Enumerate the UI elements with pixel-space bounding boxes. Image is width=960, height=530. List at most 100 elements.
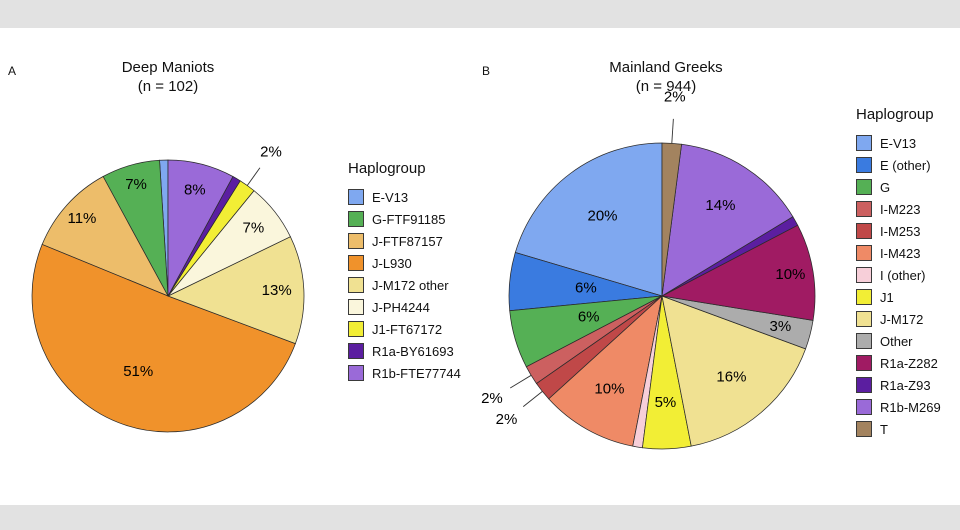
legend-swatch-t	[856, 421, 872, 437]
legend-item-i-m253: I-M253	[856, 220, 941, 242]
panel-b-title: Mainland Greeks (n = 944)	[546, 58, 786, 96]
pie-percent-label: 5%	[655, 394, 677, 411]
legend-label: J-M172 other	[372, 277, 449, 293]
pie-slice-j-l930	[31, 243, 296, 433]
legend-swatch-e-v13	[856, 135, 872, 151]
legend-label: R1a-BY61693	[372, 343, 454, 359]
legend-swatch-i-other	[856, 267, 872, 283]
pie-percent-label: 3%	[770, 318, 792, 335]
legend-label: I-M423	[880, 245, 921, 261]
legend-item-e-v13: E-V13	[348, 186, 461, 208]
label-leader-line	[246, 167, 261, 186]
panel-b-title-text: Mainland Greeks	[609, 59, 723, 76]
legend-swatch-j-m172	[856, 311, 872, 327]
legend-a-items: E-V13 G-FTF91185 J-FTF87157 J-L930 J-M172 ot…	[348, 186, 461, 384]
pie-slice-e-v13	[514, 142, 663, 297]
panel-a-tag: A	[8, 64, 17, 78]
legend-item-j-ph4244: J-PH4244	[348, 296, 461, 318]
legend-label: R1b-M269	[880, 399, 941, 415]
legend-item-j1: J1	[856, 286, 941, 308]
legend-label: G	[880, 179, 891, 195]
pie-percent-label: 2%	[260, 143, 282, 160]
legend-swatch-r1b-fte77744	[348, 365, 364, 381]
legend-swatch-r1b-m269	[856, 399, 872, 415]
legend-swatch-j-ftf87157	[348, 233, 364, 249]
legend-item-other: Other	[856, 330, 941, 352]
pie-percent-label: 2%	[481, 390, 503, 407]
legend-label: J-L930	[372, 255, 412, 271]
pie-slice-r1b-m269	[661, 143, 794, 297]
pie-percent-label: 10%	[594, 380, 624, 397]
legend-label: R1b-FTE77744	[372, 365, 461, 381]
legend-label: G-FTF91185	[372, 211, 446, 227]
legend-swatch-r1a-by61693	[348, 343, 364, 359]
pie-slice-j-m172	[661, 295, 807, 447]
legend-item-j-l930: J-L930	[348, 252, 461, 274]
pie-percent-label: 6%	[575, 280, 597, 297]
legend-item-i-other: I (other)	[856, 264, 941, 286]
legend-label: J1	[880, 289, 894, 305]
legend-label: R1a-Z93	[880, 377, 931, 393]
legend-swatch-j1-ft67172	[348, 321, 364, 337]
pie-chart-deep-maniots: 7% 11% 51% 13% 7% 2% 8%	[31, 143, 305, 433]
legend-swatch-other	[856, 333, 872, 349]
bottom-letterbox-bar	[0, 505, 960, 530]
legend-item-e-v13: E-V13	[856, 132, 941, 154]
panel-a-title: Deep Maniots (n = 102)	[48, 58, 288, 96]
legend-label: E-V13	[372, 189, 409, 205]
legend-swatch-j-l930	[348, 255, 364, 271]
legend-item-r1a-z93: R1a-Z93	[856, 374, 941, 396]
pie-percent-label: 7%	[125, 176, 147, 193]
pie-percent-label: 7%	[243, 220, 265, 237]
pie-slice-r1a-z282	[660, 224, 816, 321]
pie-percent-label: 20%	[588, 207, 618, 224]
pie-percent-label: 13%	[262, 282, 292, 299]
legend-item-i-m223: I-M223	[856, 198, 941, 220]
legend-item-j-m172: J-M172	[856, 308, 941, 330]
pie-slice-r1b-fte77744	[167, 159, 234, 297]
legend-item-j1-ft67172: J1-FT67172	[348, 318, 461, 340]
legend-b-items: E-V13 E (other) G I-M223 I-M253 I-M423 I (othe…	[856, 132, 941, 440]
top-letterbox-bar	[0, 0, 960, 28]
legend-label: J1-FT67172	[372, 321, 443, 337]
legend-item-r1b-m269: R1b-M269	[856, 396, 941, 418]
legend-item-e-other: E (other)	[856, 154, 941, 176]
legend-label: J-PH4244	[372, 299, 430, 315]
pie-percent-label: 10%	[775, 266, 805, 283]
legend-swatch-j-m172-other	[348, 277, 364, 293]
legend-label: I (other)	[880, 267, 926, 283]
legend-label: T	[880, 421, 888, 437]
legend-swatch-j-ph4244	[348, 299, 364, 315]
legend-swatch-j1	[856, 289, 872, 305]
legend-label: I-M223	[880, 201, 921, 217]
pie-percent-label: 6%	[578, 309, 600, 326]
legend-item-r1a-by61693: R1a-BY61693	[348, 340, 461, 362]
pie-percent-label: 2%	[496, 411, 518, 428]
legend-swatch-r1a-z93	[856, 377, 872, 393]
panel-b-sample-size: (n = 944)	[635, 78, 697, 95]
legend-b-title: Haplogroup	[856, 106, 934, 123]
label-leader-line	[671, 118, 674, 144]
pie-percent-label: 16%	[716, 369, 746, 386]
legend-label: E (other)	[880, 157, 931, 173]
legend-item-g: G	[856, 176, 941, 198]
pie-chart-mainland-greeks: 20% 6% 6% 2% 2% 10% 5% 16% 3% 10% 14% 2%	[481, 88, 816, 450]
legend-swatch-g	[856, 179, 872, 195]
legend-label: J-FTF87157	[372, 233, 443, 249]
pie-percent-label: 11%	[67, 210, 96, 227]
legend-label: E-V13	[880, 135, 917, 151]
legend-label: Other	[880, 333, 913, 349]
legend-label: J-M172	[880, 311, 924, 327]
legend-item-t: T	[856, 418, 941, 440]
legend-item-i-m423: I-M423	[856, 242, 941, 264]
legend-item-g-ftf91185: G-FTF91185	[348, 208, 461, 230]
legend-swatch-e-v13	[348, 189, 364, 205]
legend-mainland-greeks: Haplogroup E-V13 E (other) G I-M223 I-M253 I-…	[856, 106, 941, 440]
pie-slice-t	[661, 142, 682, 297]
legend-item-r1b-fte77744: R1b-FTE77744	[348, 362, 461, 384]
pie-slice-j-ftf87157	[41, 175, 169, 297]
pie-percent-label: 2%	[664, 88, 686, 105]
pie-slice-j-m172-other	[167, 236, 305, 345]
legend-label: R1a-Z282	[880, 355, 938, 371]
